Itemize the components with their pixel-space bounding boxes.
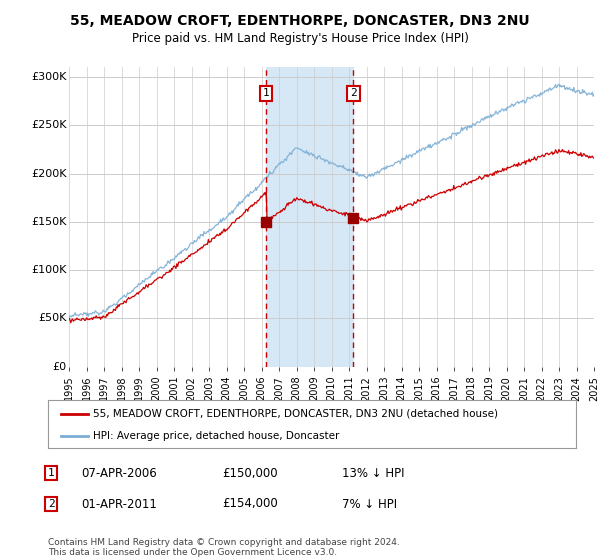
Text: £150,000: £150,000 [222,466,278,480]
Text: 13% ↓ HPI: 13% ↓ HPI [342,466,404,480]
Text: Contains HM Land Registry data © Crown copyright and database right 2024.
This d: Contains HM Land Registry data © Crown c… [48,538,400,557]
Text: 2: 2 [47,499,55,509]
Text: £250K: £250K [31,120,67,130]
Text: Price paid vs. HM Land Registry's House Price Index (HPI): Price paid vs. HM Land Registry's House … [131,32,469,45]
Text: £0: £0 [52,362,67,372]
Text: £150K: £150K [31,217,67,227]
Text: £50K: £50K [38,314,67,324]
Text: HPI: Average price, detached house, Doncaster: HPI: Average price, detached house, Donc… [93,431,339,441]
Text: 1: 1 [263,88,269,99]
Text: £300K: £300K [31,72,67,82]
Text: £154,000: £154,000 [222,497,278,511]
Text: 2: 2 [350,88,357,99]
Text: 55, MEADOW CROFT, EDENTHORPE, DONCASTER, DN3 2NU: 55, MEADOW CROFT, EDENTHORPE, DONCASTER,… [70,14,530,28]
Text: 07-APR-2006: 07-APR-2006 [81,466,157,480]
Text: 7% ↓ HPI: 7% ↓ HPI [342,497,397,511]
Text: 55, MEADOW CROFT, EDENTHORPE, DONCASTER, DN3 2NU (detached house): 55, MEADOW CROFT, EDENTHORPE, DONCASTER,… [93,409,498,419]
Text: 1: 1 [47,468,55,478]
Bar [266,67,353,367]
Text: £100K: £100K [31,265,67,275]
Text: £200K: £200K [31,169,67,179]
Text: 01-APR-2011: 01-APR-2011 [81,497,157,511]
